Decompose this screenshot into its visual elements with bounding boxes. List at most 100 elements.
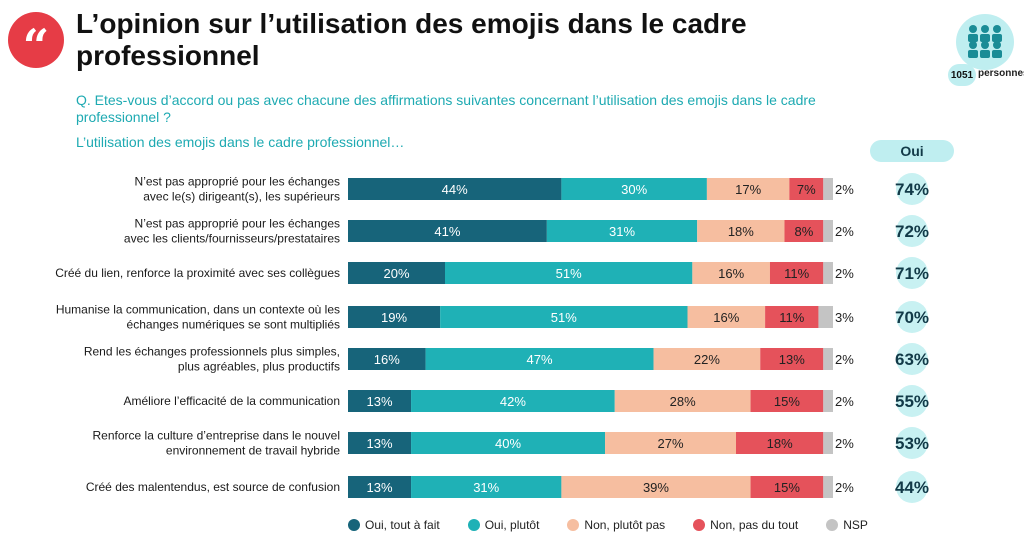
sample-unit: personnes (978, 68, 1024, 79)
data-label: 51% (556, 266, 582, 281)
legend-item: Oui, plutôt (467, 518, 540, 532)
bar-segment (823, 476, 833, 498)
data-label: 2% (835, 352, 854, 367)
chart-legend: Oui, tout à fait Oui, plutôt Non, plutôt p… (348, 518, 868, 532)
people-group-icon (956, 14, 1014, 70)
category-label: N’est pas approprié pour les échanges ave… (124, 217, 340, 246)
bar-segment (561, 178, 707, 200)
legend-item: NSP (826, 518, 868, 532)
bar-segment (687, 306, 766, 328)
bar-segment (760, 348, 824, 370)
data-label: 18% (728, 224, 754, 239)
data-label: 18% (767, 436, 793, 451)
category-label: Renforce la culture d’entreprise dans le… (93, 429, 341, 458)
bar-segment (784, 220, 824, 242)
category-label: Créé du lien, renforce la proximité avec… (55, 266, 340, 280)
bar-segment (692, 262, 770, 284)
bar-segment (614, 390, 751, 412)
bar-segment (605, 432, 736, 454)
total-oui-label: 44% (895, 478, 929, 497)
data-label: 20% (383, 266, 409, 281)
category-label: Humanise la communication, dans un conte… (56, 303, 340, 332)
data-label: 31% (473, 480, 499, 495)
total-oui-label: 74% (895, 180, 929, 199)
bar-segment (823, 262, 833, 284)
total-oui-label: 70% (895, 308, 929, 327)
total-oui-circle (896, 343, 928, 375)
data-label: 2% (835, 394, 854, 409)
data-label: 17% (735, 182, 761, 197)
data-label: 42% (500, 394, 526, 409)
data-label: 40% (495, 436, 521, 451)
quote-icon: “ (8, 12, 64, 69)
bar-segment (348, 390, 412, 412)
legend-swatch (467, 519, 480, 531)
data-label: 13% (367, 480, 393, 495)
legend-swatch (826, 519, 839, 531)
bar-segment (348, 348, 426, 370)
data-label: 3% (835, 310, 854, 325)
bar-segment (823, 390, 833, 412)
legend-label: Non, plutôt pas (584, 518, 666, 532)
oui-total-header: Oui (870, 140, 954, 162)
total-oui-label: 53% (895, 434, 929, 453)
bar-segment (425, 348, 654, 370)
bar-segment (823, 220, 833, 242)
data-label: 7% (797, 182, 816, 197)
bar-segment (348, 476, 412, 498)
data-label: 27% (658, 436, 684, 451)
bar-segment (750, 476, 824, 498)
sample-size-badge: 1051 personnes (948, 12, 1024, 86)
data-label: 8% (795, 224, 814, 239)
data-label: 47% (527, 352, 553, 367)
data-label: 44% (442, 182, 468, 197)
legend-swatch (348, 519, 360, 531)
data-label: 19% (381, 310, 407, 325)
chart-subtitle: L’utilisation des emojis dans le cadre p… (76, 134, 405, 150)
total-oui-circle (896, 301, 928, 333)
total-oui-label: 63% (895, 350, 929, 369)
legend-item: Non, plutôt pas (567, 518, 665, 532)
bar-segment (789, 178, 824, 200)
data-label: 39% (643, 480, 669, 495)
bar-segment (546, 220, 698, 242)
survey-question: Q. Etes-vous d’accord ou pas avec chacun… (76, 92, 816, 125)
total-oui-circle (896, 215, 928, 247)
bar-segment (818, 306, 833, 328)
bar-segment (736, 432, 824, 454)
legend-label: Oui, tout à fait (365, 518, 440, 532)
legend-label: Oui, plutôt (484, 518, 540, 532)
data-label: 13% (367, 436, 393, 451)
data-label: 13% (367, 394, 393, 409)
data-label: 2% (835, 436, 854, 451)
data-label: 15% (774, 394, 800, 409)
bar-segment (411, 476, 562, 498)
legend-item: Non, pas du tout (693, 518, 798, 532)
bar-segment (769, 262, 824, 284)
data-label: 11% (784, 266, 809, 281)
legend-swatch (693, 519, 706, 531)
bar-segment (348, 220, 547, 242)
bar-segment (440, 306, 688, 328)
data-label: 28% (670, 394, 696, 409)
data-label: 2% (835, 182, 854, 197)
bar-segment (706, 178, 790, 200)
bar-segment (653, 348, 761, 370)
total-oui-circle (896, 427, 928, 459)
category-label: Créé des malentendus, est source de conf… (86, 480, 340, 494)
bar-segment (348, 306, 441, 328)
data-label: 16% (718, 266, 744, 281)
bar-segment (561, 476, 751, 498)
data-label: 2% (835, 480, 854, 495)
total-oui-circle (896, 173, 928, 205)
data-label: 31% (609, 224, 635, 239)
data-label: 22% (694, 352, 720, 367)
legend-label: NSP (843, 518, 868, 532)
category-label: N’est pas approprié pour les échanges ave… (135, 175, 340, 204)
total-oui-label: 72% (895, 222, 929, 241)
bar-segment (411, 390, 615, 412)
data-label: 16% (374, 352, 400, 367)
page-title: L’opinion sur l’utilisation des emojis d… (76, 8, 747, 71)
total-oui-label: 55% (895, 392, 929, 411)
bar-segment (823, 178, 833, 200)
